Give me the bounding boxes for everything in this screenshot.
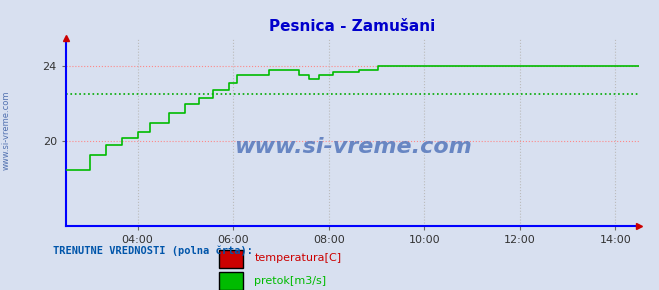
Text: pretok[m3/s]: pretok[m3/s] xyxy=(254,276,326,286)
FancyBboxPatch shape xyxy=(219,250,243,268)
Text: www.si-vreme.com: www.si-vreme.com xyxy=(234,137,471,157)
FancyBboxPatch shape xyxy=(219,272,243,290)
Text: temperatura[C]: temperatura[C] xyxy=(254,253,341,263)
Text: TRENUTNE VREDNOSTI (polna črta):: TRENUTNE VREDNOSTI (polna črta): xyxy=(53,246,252,256)
Title: Pesnica - Zamušani: Pesnica - Zamušani xyxy=(270,19,436,34)
Text: www.si-vreme.com: www.si-vreme.com xyxy=(2,91,11,170)
